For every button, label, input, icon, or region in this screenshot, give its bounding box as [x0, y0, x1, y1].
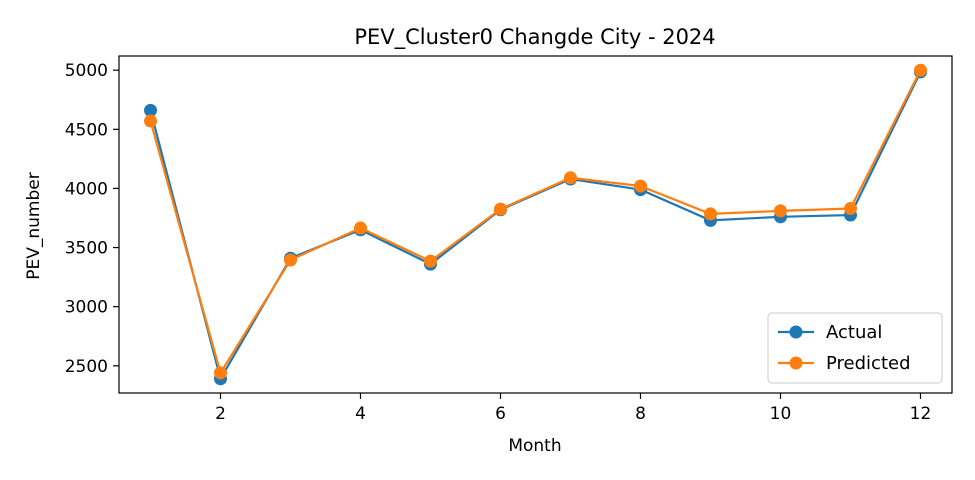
data-point-predicted [914, 63, 927, 77]
x-tick-label: 6 [495, 404, 506, 424]
legend-label-predicted: Predicted [826, 353, 911, 374]
plot-area: 2 4 6 8 10 12 2500 3000 3500 4000 4500 5000 Actual Pr… [65, 55, 953, 424]
y-tick-label: 3000 [65, 298, 108, 318]
legend: Actual Predicted [767, 312, 943, 384]
legend-marker-predicted [789, 356, 803, 370]
x-tick-label: 8 [635, 404, 646, 424]
x-tick-label: 4 [355, 404, 366, 424]
data-point-predicted [704, 207, 717, 221]
y-tick-label: 4500 [65, 120, 108, 140]
x-axis-label: Month [508, 436, 561, 456]
legend-marker-actual [789, 325, 803, 339]
data-point-predicted [284, 253, 297, 267]
legend-box [767, 312, 943, 384]
x-tick-label: 2 [215, 404, 226, 424]
data-point-predicted [424, 254, 437, 268]
data-point-actual [144, 103, 157, 117]
legend-label-actual: Actual [826, 322, 882, 343]
y-tick-label: 3500 [65, 239, 108, 259]
y-tick-label: 5000 [65, 61, 108, 81]
data-point-predicted [354, 221, 367, 235]
data-point-predicted [214, 366, 227, 380]
y-tick-label: 2500 [65, 357, 108, 377]
data-point-predicted [494, 202, 507, 216]
data-point-predicted [634, 179, 647, 193]
data-point-predicted [144, 114, 157, 128]
data-point-predicted [844, 202, 857, 216]
x-tick-label: 10 [770, 404, 792, 424]
y-tick-label: 4000 [65, 179, 108, 199]
y-axis-label: PEV_number [24, 172, 44, 279]
data-point-predicted [774, 204, 787, 218]
axes-frame [118, 55, 953, 394]
series-line-predicted [149, 69, 922, 376]
chart-title: PEV_Cluster0 Changde City - 2024 [354, 25, 715, 50]
data-point-predicted [564, 171, 577, 185]
x-tick-label: 12 [910, 404, 932, 424]
